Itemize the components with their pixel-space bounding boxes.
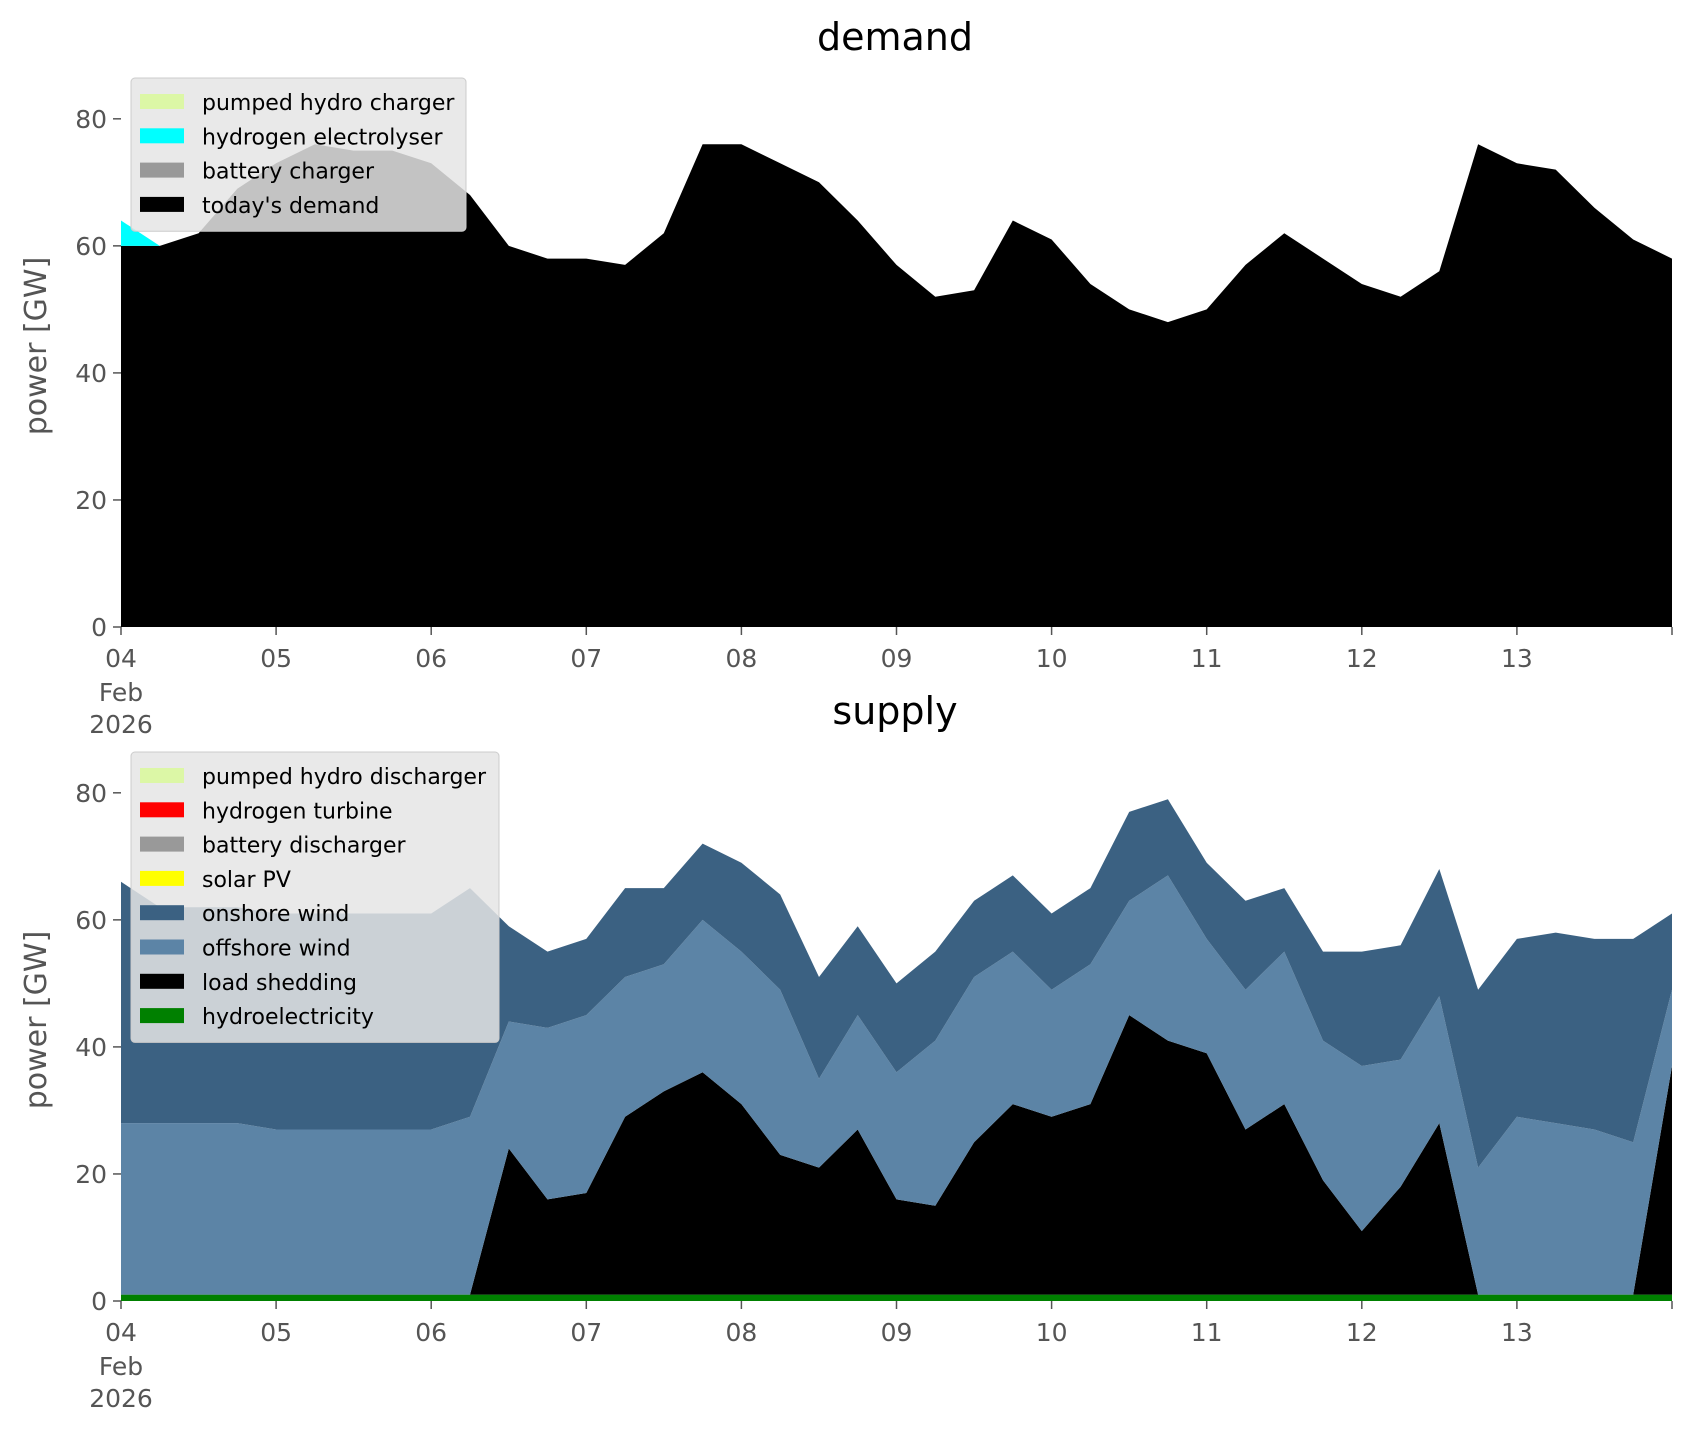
area-hydroelectricity xyxy=(121,1294,1672,1301)
supply-legend: pumped hydro discharger hydrogen turbine b… xyxy=(130,751,500,1043)
legend-label: onshore wind xyxy=(202,902,349,927)
supply-title: supply xyxy=(832,689,957,733)
y-tick-label: 20 xyxy=(75,1160,107,1189)
legend-box xyxy=(130,751,500,1043)
x-tick-label: 07 xyxy=(570,1318,602,1347)
y-tick-label: 40 xyxy=(75,1033,107,1062)
y-tick-label: 60 xyxy=(75,232,107,261)
legend-swatch xyxy=(140,870,184,886)
demand-y-axis-label: power [GW] xyxy=(19,257,54,436)
x-tick-label: 10 xyxy=(1036,1318,1068,1347)
demand-areas xyxy=(121,144,1672,627)
x-tick-label: 12 xyxy=(1346,644,1378,673)
x-tick-label: 10 xyxy=(1036,644,1068,673)
area-today-s-demand xyxy=(121,144,1672,627)
x-tick-label: 13 xyxy=(1501,644,1533,673)
supply-y-axis-label: power [GW] xyxy=(19,931,54,1110)
x-tick-label: 04 xyxy=(105,1318,137,1347)
demand-panel: demand power [GW] 0 20 40 60 80 04 Feb 2026 05 06… xyxy=(19,15,1673,739)
y-tick-label: 0 xyxy=(91,1287,107,1316)
legend-swatch xyxy=(140,973,184,989)
legend-swatch xyxy=(140,768,184,783)
x-tick-label: 09 xyxy=(881,1318,913,1347)
y-tick-label: 40 xyxy=(75,359,107,388)
legend-label: today's demand xyxy=(202,194,379,219)
legend-swatch xyxy=(140,128,184,144)
y-tick-label: 0 xyxy=(91,613,107,642)
x-tick-label: 04 xyxy=(105,644,137,673)
legend-swatch xyxy=(140,94,184,109)
x-tick-label: 05 xyxy=(260,1318,292,1347)
x-tick-label: 12 xyxy=(1346,1318,1378,1347)
area-offshore-wind xyxy=(121,875,1672,1295)
legend-swatch xyxy=(140,196,184,212)
supply-axes: 0 20 40 60 80 04 Feb 2026 05 06 07 08 09 10 11 12 13 xyxy=(75,779,1673,1413)
y-tick-label: 60 xyxy=(75,906,107,935)
legend-label: pumped hydro charger xyxy=(202,91,455,116)
area-onshore-wind xyxy=(121,799,1672,1168)
x-tick-label: 13 xyxy=(1501,1318,1533,1347)
x-tick-label: 08 xyxy=(725,1318,757,1347)
legend-swatch xyxy=(140,802,184,818)
y-tick-label: 80 xyxy=(75,779,107,808)
x-tick-label: 05 xyxy=(260,644,292,673)
legend-label: load shedding xyxy=(202,971,357,996)
x-tick-label: 08 xyxy=(725,644,757,673)
legend-label: solar PV xyxy=(202,868,291,893)
legend-label: offshore wind xyxy=(202,937,351,962)
legend-swatch xyxy=(140,836,184,852)
demand-legend: pumped hydro charger hydrogen electrolyse… xyxy=(130,77,467,232)
legend-swatch xyxy=(140,162,184,178)
x-tick-sublabel: 2026 xyxy=(89,710,153,739)
x-tick-sublabel: Feb xyxy=(99,678,143,707)
x-tick-label: 11 xyxy=(1191,1318,1223,1347)
area-load-shedding xyxy=(121,1015,1672,1295)
legend-box xyxy=(130,77,467,232)
x-tick-label: 07 xyxy=(570,644,602,673)
supply-areas xyxy=(121,799,1672,1301)
legend-label: battery discharger xyxy=(202,834,407,859)
legend-swatch xyxy=(140,905,184,921)
x-tick-label: 06 xyxy=(415,1318,447,1347)
x-tick-label: 09 xyxy=(881,644,913,673)
legend-swatch xyxy=(140,939,184,955)
legend-label: hydroelectricity xyxy=(202,1005,374,1030)
legend-label: pumped hydro discharger xyxy=(202,765,487,790)
legend-label: battery charger xyxy=(202,160,375,185)
supply-panel: supply power [GW] 0 20 40 60 80 04 Feb 2026 05 06… xyxy=(19,689,1673,1413)
x-tick-sublabel: Feb xyxy=(99,1352,143,1381)
demand-title: demand xyxy=(817,15,973,59)
x-tick-sublabel: 2026 xyxy=(89,1384,153,1413)
y-tick-label: 20 xyxy=(75,486,107,515)
y-tick-label: 80 xyxy=(75,105,107,134)
demand-axes: 0 20 40 60 80 04 Feb 2026 05 06 07 08 09 10 11 12 13 xyxy=(75,105,1673,739)
x-tick-label: 06 xyxy=(415,644,447,673)
legend-swatch xyxy=(140,1008,184,1024)
legend-label: hydrogen turbine xyxy=(202,799,393,824)
legend-label: hydrogen electrolyser xyxy=(202,125,443,150)
x-tick-label: 11 xyxy=(1191,644,1223,673)
